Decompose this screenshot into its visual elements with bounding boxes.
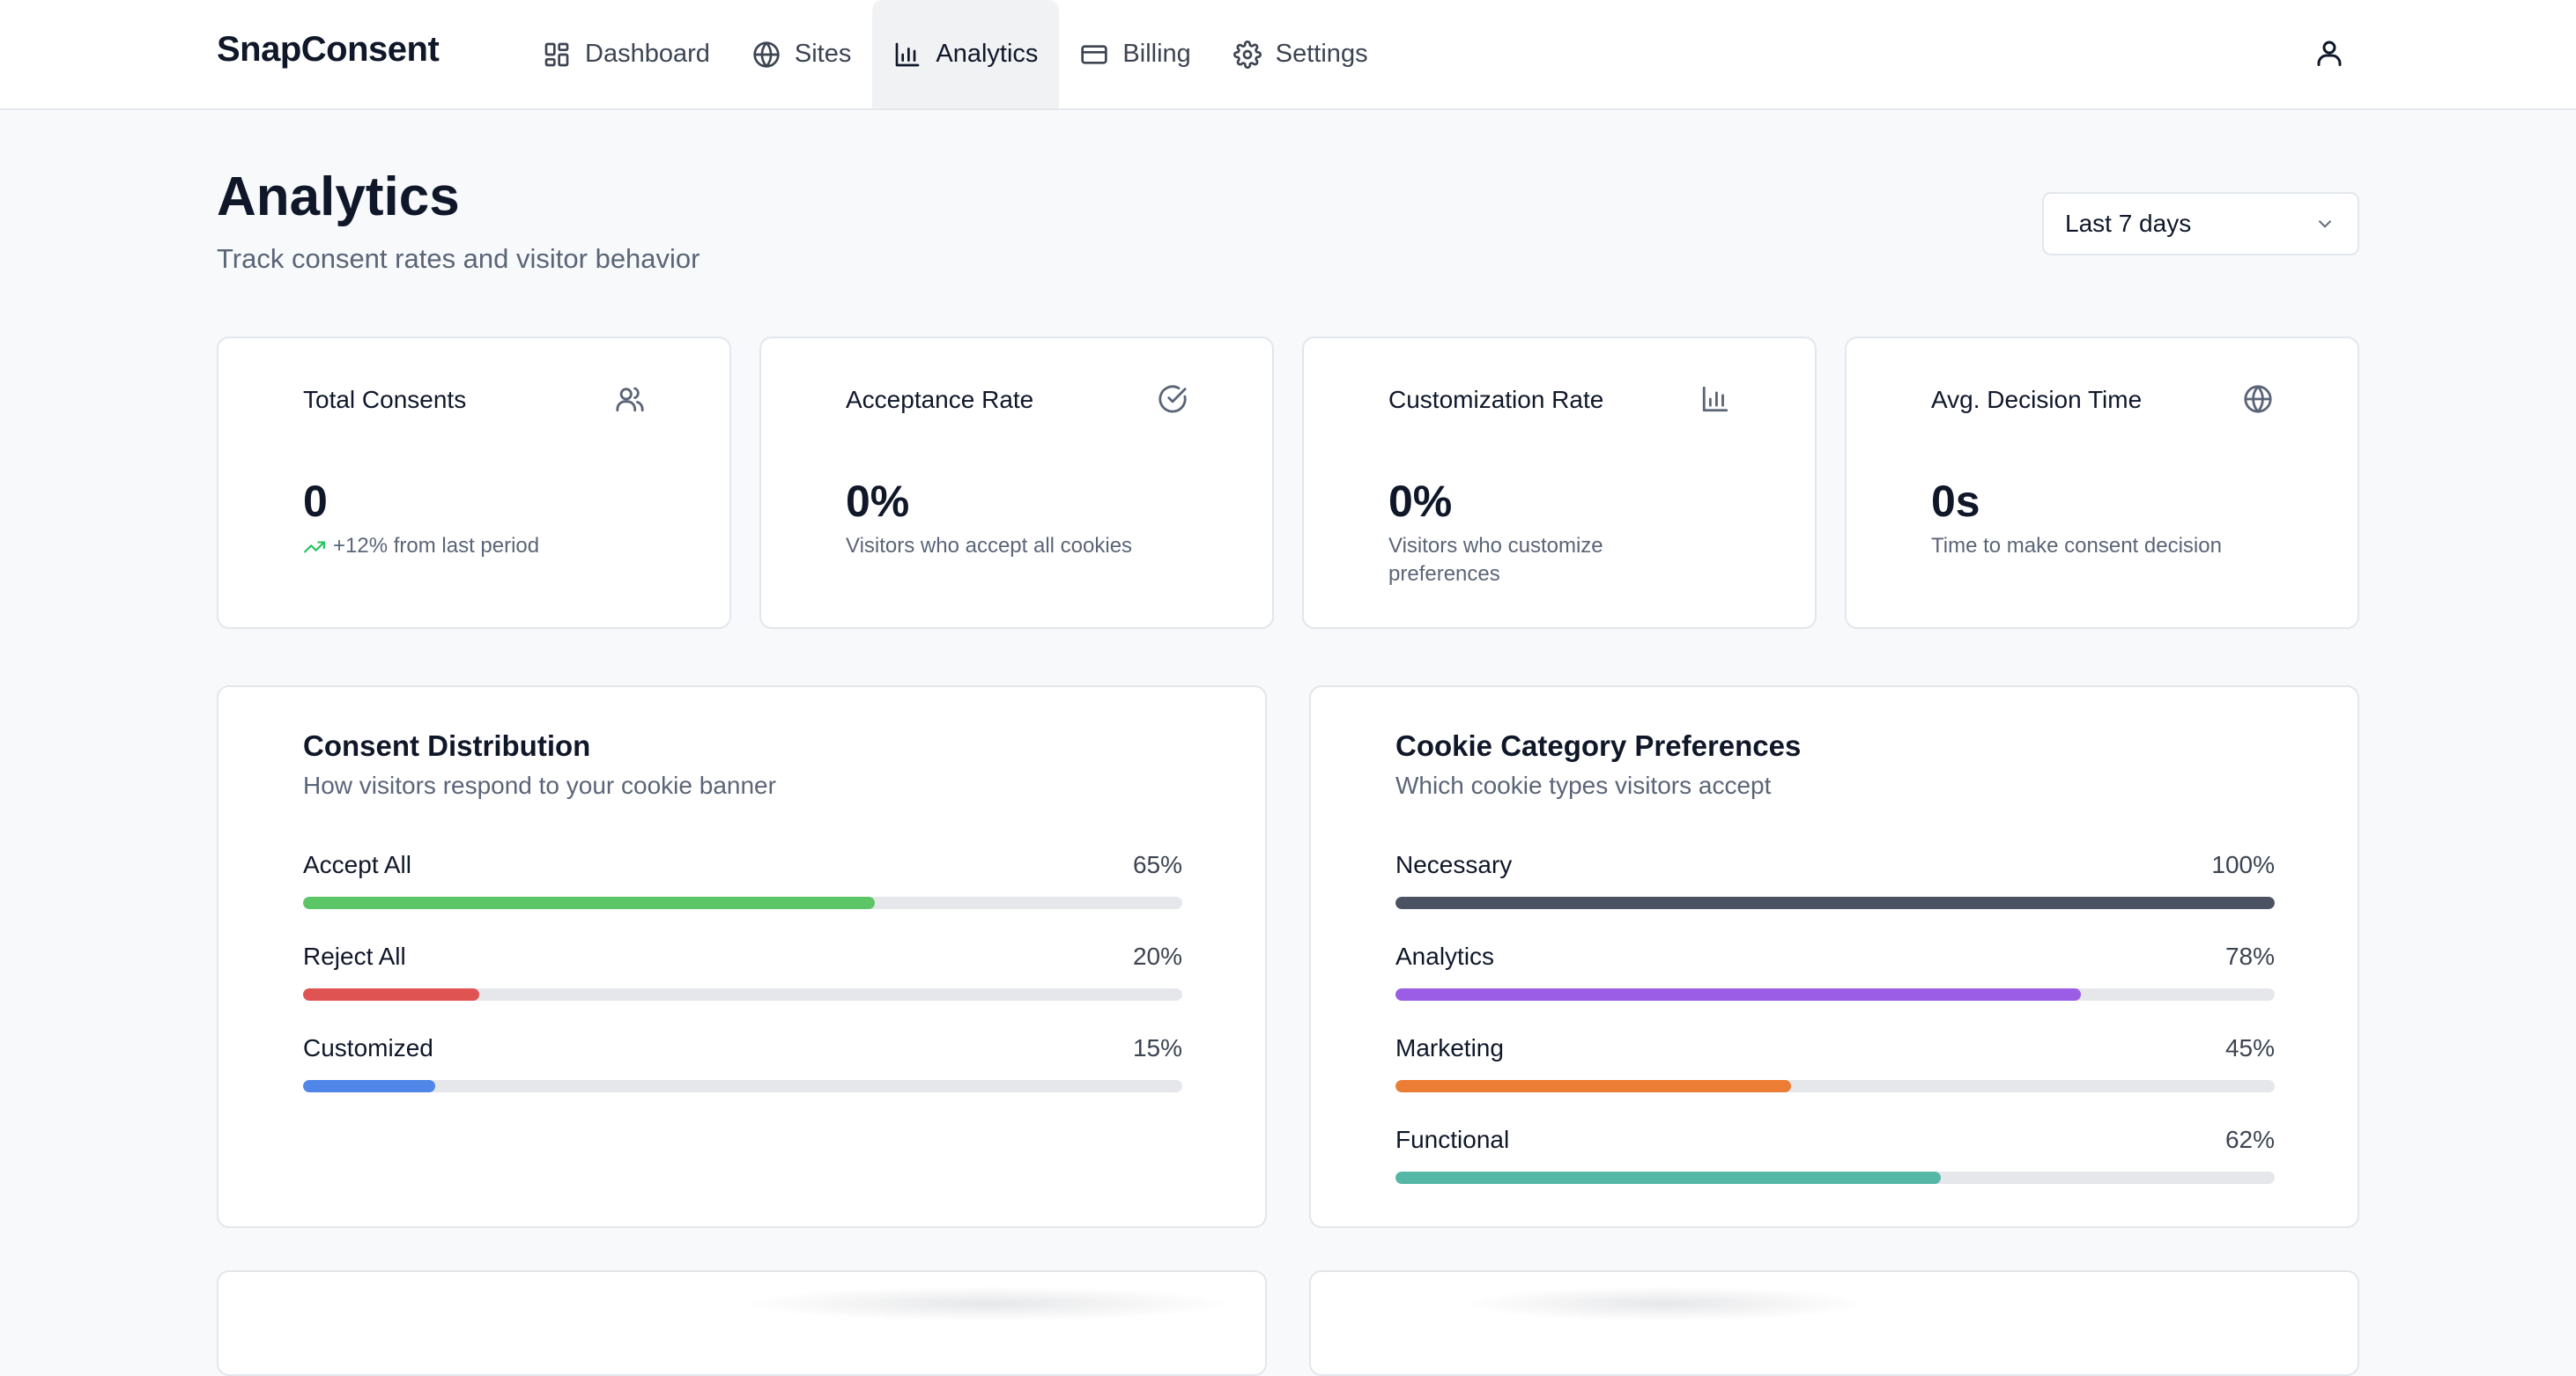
panel-subtitle: How visitors respond to your cookie bann… [303,772,776,799]
bar-label: Reject All [303,943,406,970]
users-icon [615,384,645,414]
progress-track [303,988,1182,1001]
stat-card-customization-rate: Customization Rate 0% Visitors who custo… [1302,337,1817,629]
stat-value: 0% [846,477,910,526]
cookie-category-panel: Cookie Category Preferences Which cookie… [1309,685,2359,1228]
bar-value: 78% [2224,943,2275,970]
nav-label: Analytics [936,40,1039,68]
progress-fill [1395,1080,1792,1092]
stat-title: Avg. Decision Time [1931,386,2143,413]
gear-icon [1232,40,1262,69]
nav-item-dashboard[interactable]: Dashboard [522,0,731,108]
panel-subtitle: Which cookie types visitors accept [1395,772,1772,799]
main-nav: Dashboard Sites Analytics Billing Settin… [522,0,1389,108]
progress-fill [303,1080,435,1092]
page-subtitle: Track consent rates and visitor behavior [217,243,700,274]
brand-logo[interactable]: SnapConsent [217,30,440,69]
progress-fill [1395,1172,1941,1184]
stat-note: Time to make consent decision [1931,532,2284,560]
bar-label: Functional [1395,1126,1510,1153]
stat-card-avg-decision-time: Avg. Decision Time 0s Time to make conse… [1845,337,2359,629]
bar-label: Analytics [1395,943,1495,970]
panel-title: Consent Distribution [303,729,591,762]
nav-item-billing[interactable]: Billing [1059,0,1211,108]
nav-label: Sites [794,40,852,68]
stat-note: +12% from last period [303,532,655,560]
user-icon [2317,41,2342,66]
page-title: Analytics [217,166,460,227]
progress-track [303,1080,1182,1092]
progress-track [1395,1172,2275,1184]
nav-item-sites[interactable]: Sites [731,0,872,108]
globe-icon [2243,384,2273,414]
bar-value: 65% [1132,851,1182,878]
nav-label: Billing [1122,40,1191,68]
lower-panel-right [1309,1270,2359,1376]
stat-note-text: +12% from last period [333,534,540,558]
user-menu-button[interactable] [2313,37,2345,69]
stat-value: 0 [303,477,328,526]
bar-label: Accept All [303,851,411,878]
stat-value: 0s [1931,477,1980,526]
nav-label: Settings [1275,40,1368,68]
bar-chart-icon [896,42,920,66]
dashboard-icon [544,42,569,66]
consent-distribution-panel: Consent Distribution How visitors respon… [217,685,1267,1228]
progress-track [1395,1080,2275,1092]
stat-title: Total Consents [303,386,467,413]
stat-note-text: Visitors who customize preferences [1388,534,1603,586]
stat-card-total-consents: Total Consents 0 +12% from last period [217,337,731,629]
stat-note: Visitors who customize preferences [1388,532,1679,588]
stat-card-acceptance-rate: Acceptance Rate 0% Visitors who accept a… [759,337,1274,629]
top-navigation-bar: SnapConsent Dashboard Sites Analytics Bi… [0,0,2576,110]
progress-track [1395,988,2275,1001]
progress-fill [1395,988,2082,1001]
stat-title: Customization Rate [1388,386,1604,413]
bar-value: 100% [2211,851,2275,878]
bar-label: Marketing [1395,1034,1504,1062]
date-range-select[interactable]: Last 7 days [2042,192,2359,255]
stat-note-text: Visitors who accept all cookies [846,534,1133,558]
credit-card-icon [1081,44,1108,64]
stat-note: Visitors who accept all cookies [846,532,1198,560]
progress-fill [303,988,479,1001]
progress-fill [1395,897,2275,909]
stat-title: Acceptance Rate [846,386,1034,413]
lower-panel-left [217,1270,1267,1376]
stat-value: 0% [1388,477,1453,526]
check-circle-icon [1158,384,1188,414]
nav-item-settings[interactable]: Settings [1212,0,1389,108]
bar-value: 15% [1132,1034,1182,1062]
panel-title: Cookie Category Preferences [1395,729,1802,762]
nav-label: Dashboard [585,40,710,68]
date-range-value: Last 7 days [2065,210,2192,237]
scroll-shadow [740,1286,1233,1321]
progress-track [1395,897,2275,909]
progress-fill [303,897,875,909]
bar-label: Necessary [1395,851,1513,878]
bar-chart-icon [1700,384,1730,414]
bar-label: Customized [303,1034,433,1062]
chevron-down-icon [2318,219,2332,228]
scroll-shadow [1462,1286,1868,1321]
stat-note-text: Time to make consent decision [1931,534,2222,558]
bar-value: 62% [2224,1126,2275,1153]
nav-item-analytics[interactable]: Analytics [872,0,1060,108]
globe-icon [753,41,780,68]
trending-up-icon [303,536,326,559]
progress-track [303,897,1182,909]
bar-value: 45% [2224,1034,2275,1062]
bar-value: 20% [1132,943,1182,970]
